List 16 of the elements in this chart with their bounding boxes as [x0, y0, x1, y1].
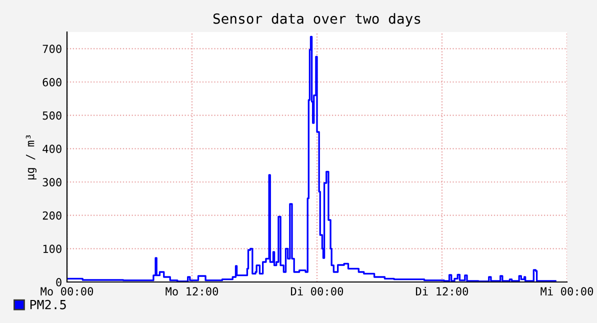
legend-label: PM2.5: [30, 300, 66, 310]
x-tick-label: Di 00:00: [290, 286, 344, 296]
x-tick-label: Mi 00:00: [540, 286, 594, 296]
x-tick-label: Mo 00:00: [40, 287, 94, 296]
y-tick-label: 400: [42, 144, 62, 154]
x-tick-label: Di 12:00: [416, 286, 468, 296]
y-tick-label: 300: [42, 178, 62, 186]
y-axis-title: µg / m³: [26, 135, 37, 180]
x-tick-label: Mo 12:00: [166, 287, 218, 296]
y-tick-label: 0: [56, 278, 62, 286]
y-tick-label: 600: [42, 78, 62, 86]
y-tick-label: 100: [43, 244, 62, 254]
y-tick-label: 700: [42, 44, 62, 54]
chart-title: Sensor data over two days: [213, 13, 420, 27]
y-tick-label: 500: [42, 111, 62, 120]
y-tick-label: 200: [42, 211, 62, 220]
